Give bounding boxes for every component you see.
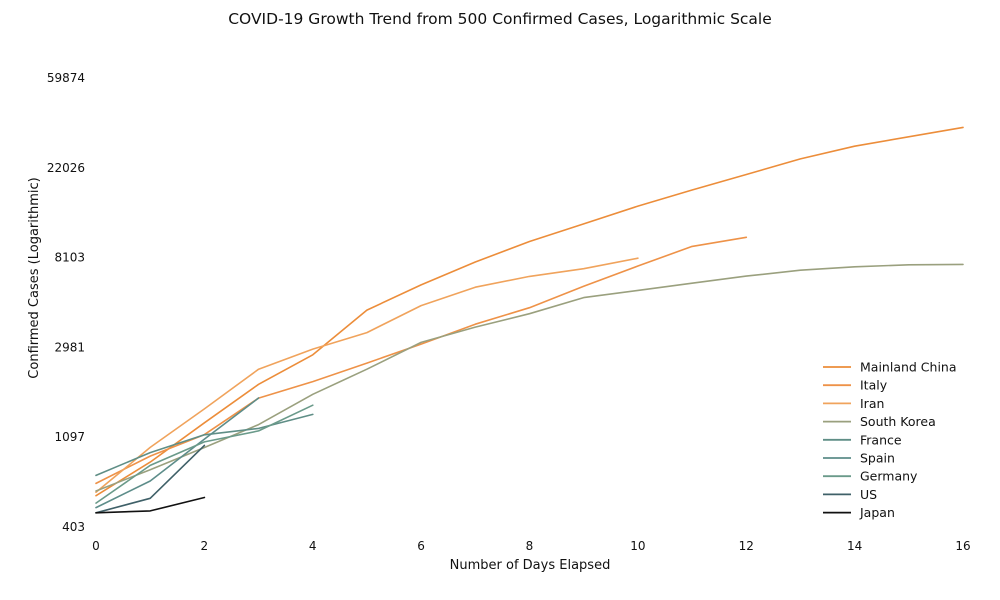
- legend-label: Spain: [860, 451, 895, 466]
- legend-label: US: [860, 487, 877, 502]
- legend-item-japan: Japan: [823, 505, 895, 520]
- series-line-japan: [95, 496, 206, 514]
- series-line-us: [95, 444, 206, 514]
- series-line-iran: [95, 257, 639, 494]
- legend-item-mainland-china: Mainland China: [823, 360, 957, 375]
- legend-label: Italy: [860, 378, 888, 393]
- legend-item-italy: Italy: [823, 378, 888, 393]
- legend-label: Mainland China: [860, 360, 957, 375]
- legend-label: South Korea: [860, 414, 936, 429]
- y-tick-label: 22026: [47, 161, 85, 175]
- series-lines: [95, 126, 964, 514]
- legend-label: Japan: [859, 505, 895, 520]
- x-tick-label: 14: [847, 539, 862, 553]
- legend-item-south-korea: South Korea: [823, 414, 936, 429]
- x-tick-label: 16: [955, 539, 970, 553]
- x-axis-ticks: 0 2 4 6 8 10 12 14 16: [92, 539, 970, 553]
- y-tick-label: 403: [62, 520, 85, 534]
- series-line-germany: [95, 404, 314, 504]
- legend-item-germany: Germany: [823, 469, 918, 484]
- x-tick-label: 6: [417, 539, 425, 553]
- y-axis-title: Confirmed Cases (Logarithmic): [27, 177, 42, 378]
- legend-item-france: France: [823, 432, 902, 447]
- y-tick-label: 59874: [47, 71, 85, 85]
- legend-label: Iran: [860, 396, 884, 411]
- x-tick-label: 10: [630, 539, 645, 553]
- y-tick-label: 8103: [54, 251, 85, 265]
- y-tick-label: 1097: [54, 430, 85, 444]
- y-axis-ticks: 403 1097 2981 8103 22026 59874: [47, 71, 85, 534]
- x-axis-title: Number of Days Elapsed: [450, 558, 611, 573]
- series-line-south-korea: [95, 263, 964, 492]
- x-tick-label: 2: [201, 539, 209, 553]
- series-line-france: [95, 413, 314, 477]
- legend-item-us: US: [823, 487, 877, 502]
- legend-item-spain: Spain: [823, 451, 895, 466]
- legend-label: Germany: [860, 469, 918, 484]
- y-tick-label: 2981: [54, 340, 85, 354]
- x-tick-label: 4: [309, 539, 317, 553]
- series-line-spain: [95, 397, 260, 509]
- legend: Mainland China Italy Iran South Korea France…: [823, 360, 957, 520]
- x-tick-label: 8: [526, 539, 534, 553]
- legend-item-iran: Iran: [823, 396, 884, 411]
- series-line-mainland-china: [95, 126, 964, 497]
- x-tick-label: 12: [739, 539, 754, 553]
- x-tick-label: 0: [92, 539, 100, 553]
- legend-label: France: [860, 432, 902, 447]
- chart-title: COVID-19 Growth Trend from 500 Confirmed…: [228, 10, 772, 28]
